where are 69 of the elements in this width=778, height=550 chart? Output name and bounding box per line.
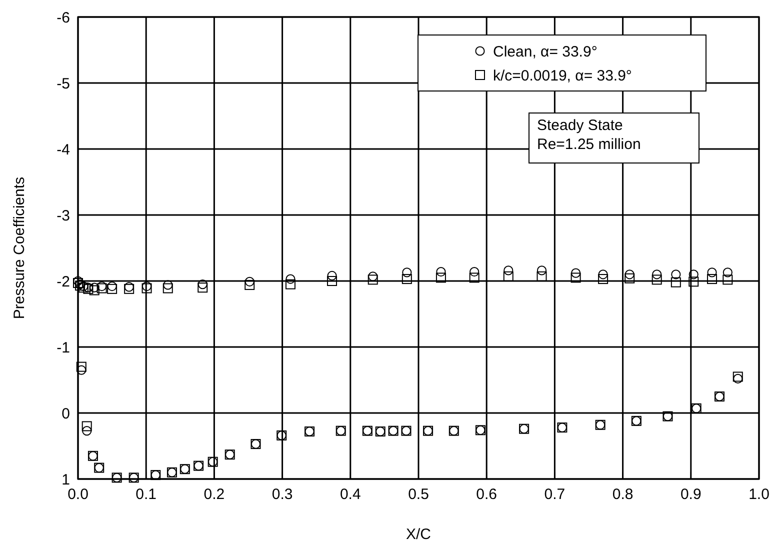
point [76,362,86,372]
point [244,280,255,290]
y-tick-label: 1 [62,471,70,488]
point [402,274,412,284]
point [571,268,581,278]
point [436,272,446,283]
point [76,365,86,375]
point [327,276,338,286]
point [107,281,117,292]
point [244,276,254,286]
point [402,268,412,278]
point [652,274,662,285]
point [624,273,635,284]
point [327,270,337,281]
point [470,266,480,277]
x-tick-label: 0.1 [136,486,157,503]
point [285,279,296,290]
point [688,276,699,287]
point [598,270,608,280]
x-axis-title: X/C [406,526,432,543]
point [107,284,118,294]
point [722,268,732,278]
point [688,270,698,280]
point [469,272,480,283]
x-tick-label: 0.9 [680,486,702,503]
x-tick-label: 0.7 [544,486,566,503]
annotation: Steady State Re=1.25 million [537,117,641,153]
point [707,268,717,278]
point [670,277,681,288]
point [82,426,92,436]
x-tick-label: 0.5 [408,486,429,503]
point [671,270,681,280]
point [536,271,547,282]
x-tick-label: 1.0 [748,486,770,503]
point [198,280,208,290]
legend-label: Clean, α= 33.9° [493,43,598,60]
point [89,285,100,296]
point [368,272,378,282]
y-tick-label: -4 [56,141,70,158]
y-tick-label: -5 [56,75,70,92]
x-tick-label: 0.0 [68,486,88,503]
point [368,274,378,285]
legend-label: k/c=0.0019, α= 33.9° [493,67,632,84]
y-axis-title: Pressure Coefficients [11,176,28,320]
y-tick-label: -3 [56,207,70,224]
point [82,421,92,432]
x-tick-label: 0.6 [476,486,498,503]
point [163,280,173,290]
point [707,274,718,284]
point [503,271,514,282]
point [436,266,446,277]
point [722,274,733,285]
point [598,274,608,284]
point [536,266,547,276]
x-tick-label: 0.4 [340,486,361,503]
point [570,272,581,283]
x-tick-label: 0.3 [272,486,293,503]
point [652,270,662,280]
x-tick-label: 0.8 [612,486,634,503]
point [198,282,208,293]
y-tick-label: -6 [56,9,70,26]
y-tick-label: 0 [62,405,70,422]
point [624,270,634,280]
y-tick-label: -2 [56,273,70,290]
x-tick-label: 0.2 [204,486,225,503]
point [286,274,296,284]
point [504,266,514,276]
y-tick-label: -1 [56,339,70,356]
point [162,283,173,294]
